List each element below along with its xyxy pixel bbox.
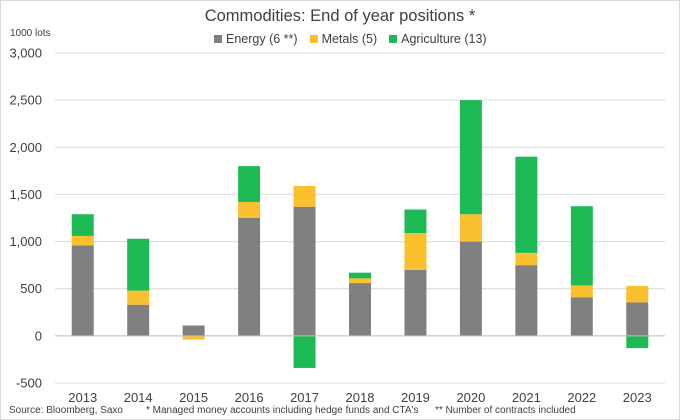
legend-swatch-metals [309, 35, 318, 43]
y-tick-label: 1,000 [9, 234, 42, 249]
bar-energy-2019 [404, 269, 427, 336]
bar-metals-2020 [459, 214, 482, 242]
y-tick-label: 3,000 [9, 46, 42, 61]
legend-swatch-agriculture [389, 35, 398, 43]
bar-metals-2013 [71, 235, 94, 246]
legend-swatch-energy [214, 35, 222, 43]
bar-energy-2016 [238, 218, 261, 336]
x-tick-label: 2013 [68, 390, 97, 405]
bar-metals-2023 [626, 285, 649, 303]
bar-energy-2021 [515, 265, 538, 336]
y-axis-unit-label: 1000 lots [10, 28, 51, 39]
bar-energy-2014 [127, 304, 150, 336]
y-tick-label: -500 [16, 376, 42, 391]
bar-metals-2022 [570, 285, 593, 298]
legend-item-agriculture: Agriculture (13) [389, 32, 487, 46]
bar-agriculture-negative-2023 [626, 335, 649, 349]
x-tick-label: 2017 [290, 390, 319, 405]
x-tick-label: 2021 [512, 390, 541, 405]
footer-note-managed-money: * Managed money accounts including hedge… [146, 405, 419, 416]
bar-energy-2018 [349, 283, 371, 336]
bar-energy-2023 [626, 302, 649, 336]
y-tick-label: 1,500 [9, 187, 42, 202]
x-tick-label: 2022 [567, 390, 596, 405]
bar-agriculture-2013 [71, 214, 94, 236]
x-tick-label: 2018 [346, 390, 375, 405]
bar-metals-2017 [293, 185, 316, 207]
bar-agriculture-2014 [127, 238, 150, 291]
bar-metals-2018 [349, 278, 371, 284]
bar-metals-2015 [182, 335, 205, 340]
x-tick-label: 2016 [235, 390, 264, 405]
bar-energy-2015 [182, 325, 205, 336]
x-tick-label: 2020 [456, 390, 485, 405]
x-tick-label: 2014 [124, 390, 153, 405]
bar-energy-2022 [570, 297, 593, 336]
legend-label-agriculture: Agriculture (13) [401, 32, 487, 46]
x-tick-label: 2019 [401, 390, 430, 405]
legend-label-metals: Metals (5) [321, 32, 378, 46]
bar-agriculture-2019 [404, 209, 427, 234]
bar-agriculture-2018 [349, 272, 371, 279]
bar-energy-2020 [459, 241, 482, 336]
bar-metals-2016 [238, 201, 261, 218]
chart-title: Commodities: End of year positions * [204, 7, 476, 25]
bar-agriculture-2016 [238, 166, 261, 202]
bar-agriculture-2020 [459, 100, 482, 215]
bar-metals-2021 [515, 252, 538, 266]
bar-agriculture-2021 [515, 156, 538, 253]
y-tick-label: 2,500 [9, 93, 42, 108]
y-tick-label: 0 [35, 328, 42, 343]
bar-metals-2014 [127, 290, 150, 305]
y-tick-label: 2,000 [9, 140, 42, 155]
bar-energy-2017 [293, 206, 316, 336]
y-tick-label: 500 [20, 281, 42, 296]
bar-metals-2019 [404, 233, 427, 270]
bar-agriculture-negative-2017 [293, 335, 316, 368]
footer-source: Source: Bloomberg, Saxo [9, 405, 123, 416]
x-tick-label: 2023 [623, 390, 652, 405]
legend-item-metals: Metals (5) [309, 32, 378, 46]
legend-item-energy: Energy (6 **) [214, 32, 298, 46]
bar-energy-2013 [71, 245, 94, 336]
bar-agriculture-2022 [570, 206, 593, 286]
legend: Energy (6 **) Metals (5) Agriculture (13… [214, 32, 499, 46]
footer-note-contracts: ** Number of contracts included [435, 405, 576, 416]
x-tick-label: 2015 [179, 390, 208, 405]
legend-label-energy: Energy (6 **) [226, 32, 298, 46]
